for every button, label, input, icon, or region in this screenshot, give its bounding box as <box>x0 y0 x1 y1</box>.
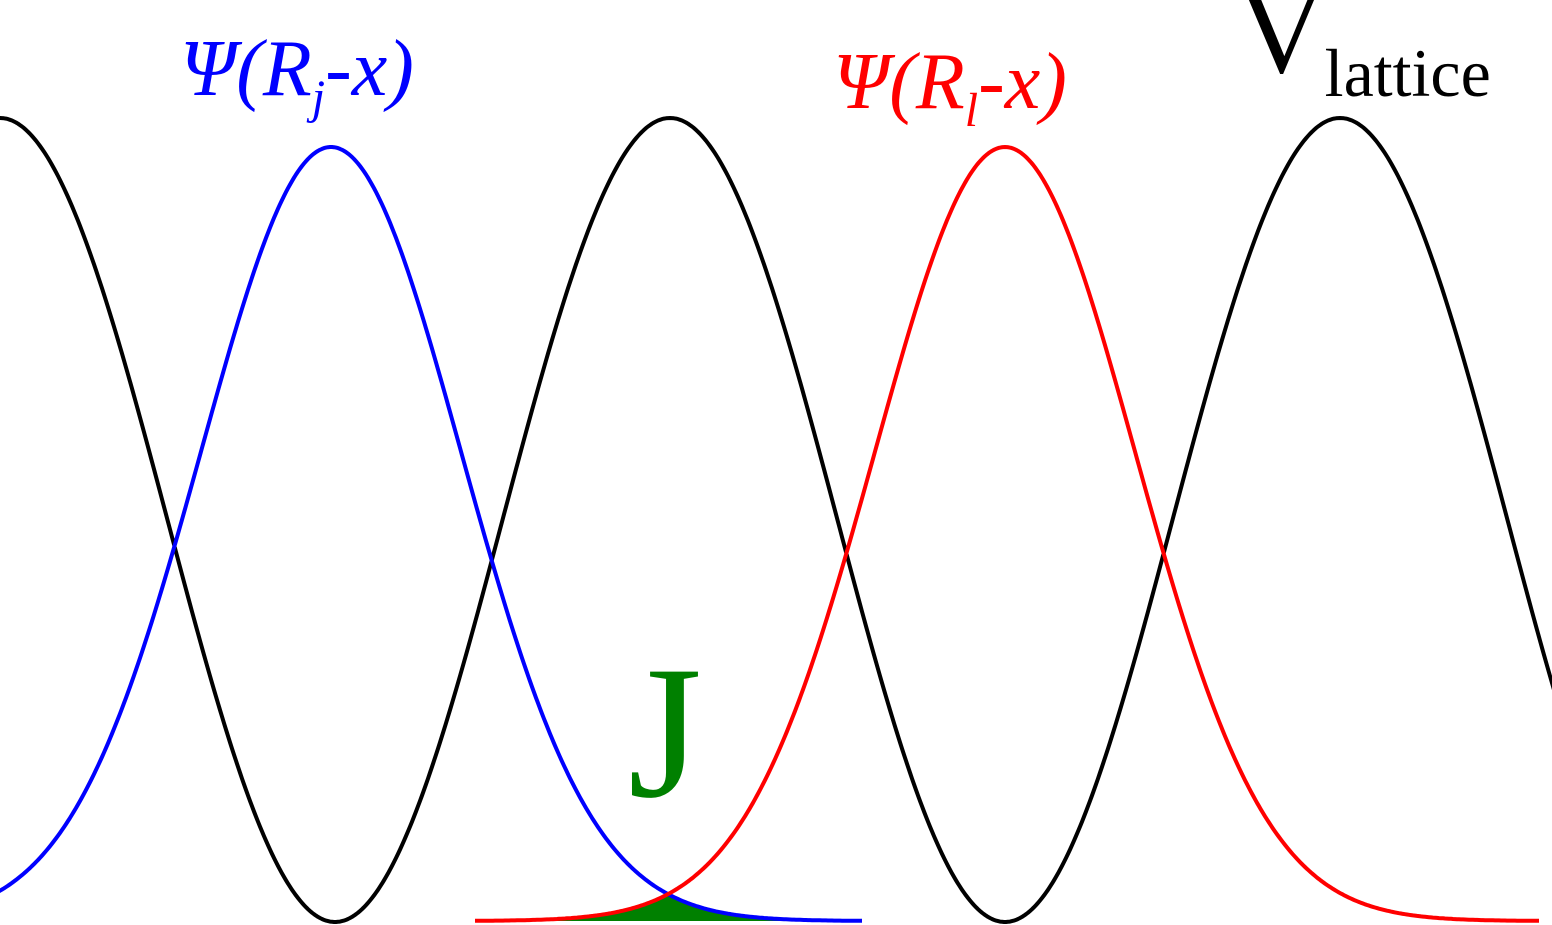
lattice-potential-curve <box>0 116 1552 924</box>
lattice-potential-label-main: V <box>1238 0 1325 98</box>
lattice-potential-label-subscript: lattice <box>1325 35 1491 111</box>
overlap-area <box>475 894 862 921</box>
wavefunction-l-label-suffix: -x) <box>978 38 1067 126</box>
wavefunction-l-curve <box>475 145 1539 923</box>
wavefunction-l-label: Ψ(Rl-x) <box>833 38 1067 137</box>
wavefunction-l-label-prefix: Ψ(R <box>833 38 965 126</box>
wavefunction-j-curve <box>0 145 862 923</box>
lattice-potential-label: Vlattice <box>1238 0 1491 111</box>
wavefunction-j-label-prefix: Ψ(R <box>180 25 312 113</box>
overlap-label: J <box>628 628 702 838</box>
wavefunction-l-label-subscript: l <box>965 84 978 137</box>
wavefunction-j-label: Ψ(Rj-x) <box>180 25 414 124</box>
wavefunction-j-label-suffix: -x) <box>325 25 414 113</box>
